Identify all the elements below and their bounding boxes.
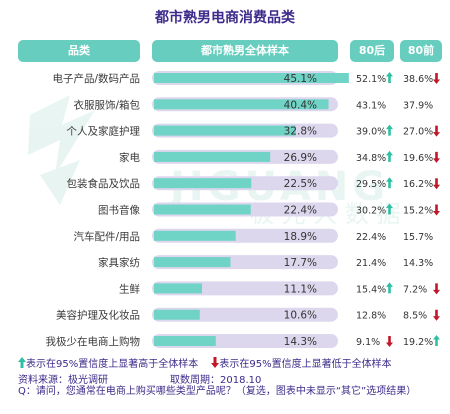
down-arrow-icon [433, 125, 440, 137]
up-arrow-icon [433, 335, 440, 346]
category-label: 汽车配件/用品 [73, 230, 140, 243]
header-80s: 80后 [350, 40, 394, 62]
bar [154, 257, 231, 268]
down-arrow-icon [433, 283, 440, 295]
bar-value-label: 14.3% [284, 336, 317, 348]
gen80-value: 30.2% [356, 206, 386, 217]
bar [154, 336, 216, 346]
gen80pre-value: 37.9% [403, 100, 433, 111]
gen80pre-value: 19.2% [403, 337, 433, 348]
source-line: 资料来源：极光调研 取数周期：2018.10 [18, 371, 261, 386]
bar [154, 178, 252, 189]
bar-value-label: 40.4% [284, 99, 317, 111]
gen80-value: 34.8% [356, 153, 386, 164]
gen80-value: 12.8% [356, 311, 386, 322]
category-label: 图书音像 [98, 204, 140, 217]
down-arrow-icon [433, 73, 440, 84]
gen80-value: 15.4% [356, 284, 386, 295]
period-text: 取数周期：2018.10 [170, 375, 262, 386]
gen80pre-value: 27.0% [403, 127, 433, 138]
gen80pre-value: 15.7% [403, 232, 433, 243]
down-arrow-icon [433, 204, 440, 216]
up-arrow-icon [386, 150, 393, 162]
bar-value-label: 22.4% [284, 205, 317, 217]
bar-value-label: 45.1% [284, 73, 317, 85]
category-label: 美容护理及化妆品 [56, 309, 140, 322]
header-category: 品类 [18, 40, 140, 62]
bar-value-label: 32.8% [284, 126, 317, 138]
down-arrow-icon [433, 309, 440, 321]
bar [154, 125, 296, 136]
up-arrow-icon [386, 177, 393, 189]
bar [154, 230, 236, 241]
gen80pre-value: 7.2% [403, 284, 427, 295]
bar [154, 73, 349, 83]
bar [154, 309, 200, 320]
category-label: 我极少在电商上购物 [46, 335, 141, 348]
gen80-value: 29.5% [356, 179, 386, 190]
gen80pre-value: 19.6% [403, 153, 433, 164]
bar-value-label: 10.6% [284, 310, 317, 322]
up-arrow-icon [18, 357, 26, 368]
question-text: Q：请问，您通常在电商上购买哪些类型产品呢？（复选，图表中未显示“其它”选项结果… [18, 386, 417, 397]
gen80-value: 43.1% [356, 100, 386, 111]
up-arrow-icon [386, 203, 393, 215]
source-text: 资料来源：极光调研 [18, 375, 108, 386]
bar [154, 204, 251, 215]
up-arrow-icon [386, 72, 393, 83]
bar [154, 99, 329, 110]
gen80pre-value: 38.6% [403, 74, 433, 85]
bar-value-label: 22.5% [284, 178, 317, 190]
legend: 表示在95%置信度上显著高于全体样本 表示在95%置信度上显著低于全体样本 [18, 355, 402, 371]
category-label: 包装食品及饮品 [67, 177, 141, 190]
gen80pre-value: 14.3% [403, 258, 433, 269]
header-overall: 都市熟男全体样本 [152, 40, 338, 62]
bar-value-label: 17.7% [284, 257, 317, 269]
gen80pre-value: 8.5% [403, 311, 427, 322]
bar-value-label: 18.9% [284, 231, 317, 243]
down-arrow-icon [433, 178, 440, 190]
category-label: 家电 [119, 151, 140, 164]
category-label: 生鲜 [119, 282, 140, 295]
legend-up-text: 表示在95%置信度上显著高于全体样本 [26, 359, 199, 370]
gen80pre-value: 16.2% [403, 179, 433, 190]
up-arrow-icon [386, 282, 393, 294]
category-label: 电子产品/数码产品 [52, 72, 140, 85]
down-arrow-icon [433, 151, 440, 163]
bar [154, 151, 271, 162]
header-pre80s: 80前 [400, 40, 442, 62]
chart-title: 都市熟男电商消费品类 [155, 10, 295, 26]
category-label: 家具家纺 [98, 256, 140, 269]
gen80-value: 21.4% [356, 258, 386, 269]
gen80-value: 52.1% [356, 74, 386, 85]
bar [154, 283, 202, 294]
gen80-value: 39.0% [356, 127, 386, 138]
bar-value-label: 26.9% [284, 152, 317, 164]
up-arrow-icon [386, 124, 393, 136]
category-label: 个人及家庭护理 [67, 125, 141, 138]
gen80-value: 9.1% [356, 337, 380, 348]
category-label: 衣服服饰/箱包 [73, 98, 140, 111]
gen80-value: 22.4% [356, 232, 386, 243]
bar-value-label: 11.1% [284, 283, 317, 295]
down-arrow-icon [211, 357, 220, 368]
gen80pre-value: 15.2% [403, 206, 433, 217]
legend-down-text: 表示在95%置信度上显著低于全体样本 [219, 359, 392, 370]
down-arrow-icon [386, 336, 393, 347]
